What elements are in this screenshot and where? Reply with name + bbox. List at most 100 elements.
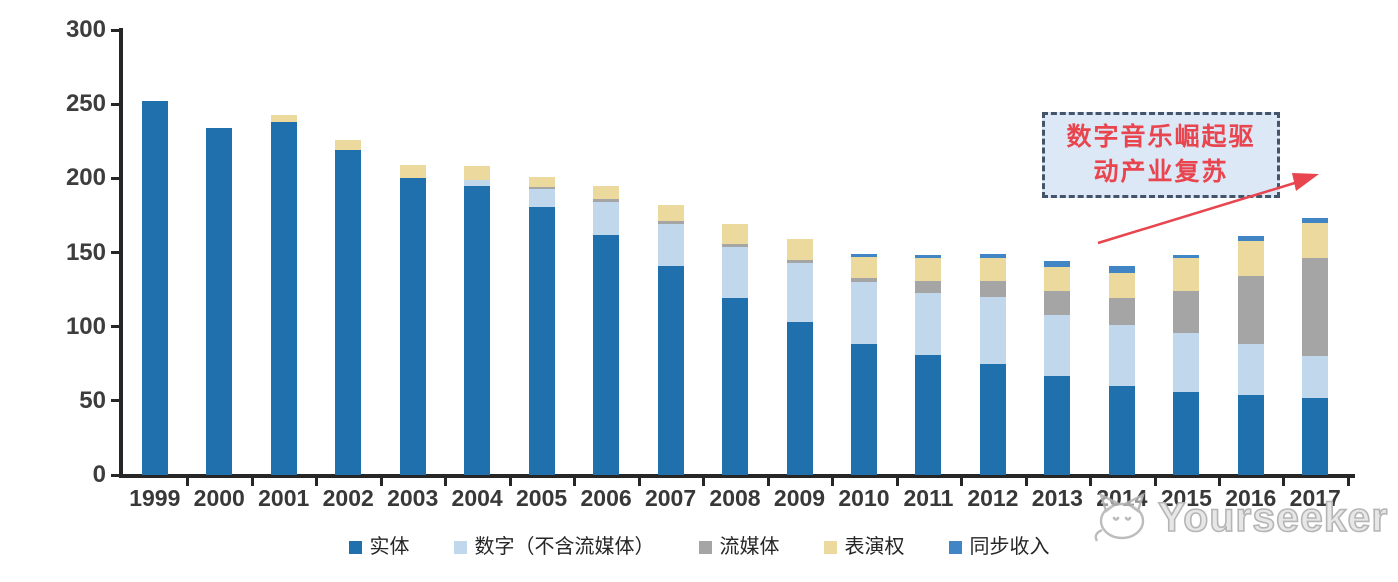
bar-segment-流媒体 bbox=[593, 199, 620, 203]
bar-segment-表演权 bbox=[1108, 273, 1135, 299]
bar-segment-表演权 bbox=[528, 176, 555, 188]
x-axis-tick-label: 2006 bbox=[580, 485, 632, 511]
bar-segment-数字（不含流媒体） bbox=[1237, 344, 1264, 395]
x-axis-tick-label: 2016 bbox=[1225, 485, 1277, 511]
legend-label: 流媒体 bbox=[719, 536, 780, 558]
x-axis-tick-label: 2008 bbox=[709, 485, 761, 511]
legend-item: 数字（不含流媒体） bbox=[453, 536, 655, 558]
bar-segment-实体 bbox=[979, 363, 1006, 475]
bar-segment-实体 bbox=[270, 121, 297, 475]
x-axis-line bbox=[119, 474, 1355, 478]
x-axis-tick bbox=[573, 478, 577, 486]
bar-segment-数字（不含流媒体） bbox=[593, 202, 620, 235]
bar-segment-流媒体 bbox=[722, 243, 749, 247]
x-axis-tick-label: 2004 bbox=[451, 485, 503, 511]
x-axis-tick bbox=[1024, 478, 1028, 486]
bar-segment-表演权 bbox=[1302, 222, 1329, 259]
bar-segment-数字（不含流媒体） bbox=[1173, 332, 1200, 392]
x-axis-tick-label: 2010 bbox=[838, 485, 890, 511]
legend-label: 实体 bbox=[369, 536, 410, 558]
legend-swatch-icon bbox=[453, 540, 467, 554]
x-axis-tick-label: 2015 bbox=[1160, 485, 1212, 511]
bar-segment-流媒体 bbox=[1173, 291, 1200, 333]
bar-segment-实体 bbox=[399, 178, 426, 475]
y-axis-line bbox=[119, 28, 123, 478]
x-axis-tick bbox=[637, 478, 641, 486]
bar-segment-同步收入 bbox=[915, 255, 942, 259]
y-axis-tick bbox=[111, 399, 120, 403]
y-axis-tick-label: 200 bbox=[65, 164, 106, 192]
y-axis-tick-label: 0 bbox=[92, 461, 106, 488]
x-axis-tick-label: 2005 bbox=[516, 485, 568, 511]
x-axis-tick bbox=[702, 478, 706, 486]
x-axis-tick-label: 2017 bbox=[1289, 485, 1341, 511]
x-axis-tick bbox=[379, 478, 383, 486]
bar-segment-表演权 bbox=[1173, 258, 1200, 292]
chart-legend: 实体 数字（不含流媒体） 流媒体 表演权 同步收入 bbox=[0, 537, 1398, 557]
bar-segment-表演权 bbox=[850, 256, 877, 278]
x-axis-tick bbox=[1282, 478, 1286, 486]
legend-label: 数字（不含流媒体） bbox=[474, 536, 655, 558]
x-axis-tick-label: 2012 bbox=[967, 485, 1019, 511]
bar-segment-流媒体 bbox=[979, 280, 1006, 297]
bar-segment-表演权 bbox=[786, 239, 813, 260]
y-axis-tick bbox=[111, 325, 120, 329]
x-axis-tick bbox=[315, 478, 319, 486]
bar-segment-实体 bbox=[722, 298, 749, 475]
bar-segment-数字（不含流媒体） bbox=[1044, 314, 1071, 376]
bar-segment-表演权 bbox=[335, 139, 362, 151]
bar-segment-数字（不含流媒体） bbox=[657, 224, 684, 266]
bar-segment-实体 bbox=[1302, 397, 1329, 475]
bar-segment-流媒体 bbox=[1237, 276, 1264, 345]
bar-segment-实体 bbox=[1044, 375, 1071, 475]
bar-segment-流媒体 bbox=[786, 259, 813, 263]
legend-swatch-icon bbox=[698, 540, 712, 554]
bar-segment-同步收入 bbox=[1108, 265, 1135, 274]
bar-segment-数字（不含流媒体） bbox=[528, 188, 555, 207]
x-axis-tick-label: 2002 bbox=[322, 485, 374, 511]
y-axis-tick-label: 100 bbox=[65, 312, 106, 340]
bar-segment-流媒体 bbox=[915, 280, 942, 293]
annotation-callout: 数字音乐崛起驱 动产业复苏 bbox=[1042, 112, 1280, 198]
bar-segment-表演权 bbox=[399, 164, 426, 179]
y-axis-tick bbox=[111, 473, 120, 477]
x-axis-tick bbox=[444, 478, 448, 486]
bar-segment-流媒体 bbox=[528, 187, 555, 189]
bar-segment-数字（不含流媒体） bbox=[1108, 325, 1135, 386]
bar-segment-实体 bbox=[850, 344, 877, 475]
y-axis-tick-label: 50 bbox=[79, 386, 106, 414]
x-axis-tick-label: 2003 bbox=[387, 485, 439, 511]
bar-segment-同步收入 bbox=[850, 253, 877, 257]
x-axis-tick bbox=[895, 478, 899, 486]
bar-segment-数字（不含流媒体） bbox=[722, 246, 749, 299]
x-axis-tick bbox=[766, 478, 770, 486]
x-axis-tick-label: 2007 bbox=[644, 485, 697, 511]
legend-swatch-icon bbox=[948, 540, 962, 554]
y-axis-tick-label: 150 bbox=[65, 238, 106, 266]
bar-segment-数字（不含流媒体） bbox=[464, 179, 491, 186]
x-axis-tick-label: 2013 bbox=[1031, 485, 1083, 511]
legend-item: 表演权 bbox=[823, 537, 905, 557]
y-axis-tick bbox=[111, 28, 120, 32]
bar-segment-实体 bbox=[464, 185, 491, 475]
bar-segment-数字（不含流媒体） bbox=[850, 282, 877, 345]
x-axis-tick bbox=[960, 478, 964, 486]
annotation-line1: 数字音乐崛起驱 bbox=[1066, 123, 1256, 151]
bar-segment-同步收入 bbox=[1044, 261, 1071, 268]
bar-segment-表演权 bbox=[1044, 267, 1071, 292]
bar-segment-表演权 bbox=[593, 185, 620, 200]
x-axis-tick bbox=[250, 478, 254, 486]
bar-segment-表演权 bbox=[270, 114, 297, 122]
bar-segment-同步收入 bbox=[979, 253, 1006, 259]
bar-segment-表演权 bbox=[915, 258, 942, 281]
bar-segment-同步收入 bbox=[1237, 236, 1264, 241]
y-axis-tick bbox=[111, 102, 120, 106]
bar-segment-流媒体 bbox=[1302, 258, 1329, 357]
y-axis-tick bbox=[111, 176, 120, 180]
y-axis-tick-label: 250 bbox=[65, 90, 106, 118]
bar-segment-实体 bbox=[915, 354, 942, 475]
legend-item: 同步收入 bbox=[948, 537, 1050, 557]
bar-segment-实体 bbox=[335, 150, 362, 475]
bar-segment-实体 bbox=[1237, 394, 1264, 475]
y-axis-tick bbox=[111, 251, 120, 254]
